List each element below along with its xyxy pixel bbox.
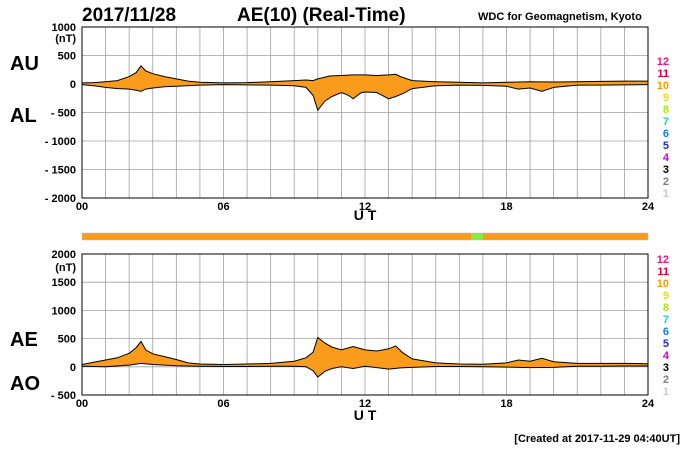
- x-tick-label: 12: [359, 398, 371, 410]
- y-tick-label: 1500: [52, 277, 76, 289]
- x-tick-label: 18: [500, 201, 512, 213]
- x-tick-label: 00: [76, 201, 88, 213]
- y-tick-label: 2000: [52, 249, 76, 261]
- ae-ao-grid: [81, 253, 649, 396]
- station-status-bar: [81, 232, 649, 241]
- chart-title: AE(10) (Real-Time): [237, 5, 406, 26]
- y-tick-label: 0: [70, 79, 76, 91]
- lower-series-line: [81, 84, 649, 112]
- ae-ao-unit-label: (nT): [55, 262, 76, 274]
- station-label: 7: [663, 116, 669, 128]
- station-label: 8: [663, 302, 669, 314]
- lower-series-line: [81, 362, 648, 378]
- ae-ao-frame: [81, 253, 649, 396]
- station-label: 10: [657, 80, 669, 92]
- y-tick-label: 500: [58, 334, 76, 346]
- upper-series-line: [81, 336, 649, 366]
- x-tick-label: 12: [359, 201, 371, 213]
- ao-label: AO: [10, 373, 40, 395]
- ae-ao-y-ticks: 2000 1500 1000 500 0 - 500: [51, 249, 76, 402]
- au-al-grid: [81, 26, 649, 199]
- au-label: AU: [10, 53, 39, 75]
- station-label: 6: [663, 128, 669, 140]
- au-al-y-ticks: 1000 500 0 - 500 - 1000 - 1500 - 2000: [45, 22, 76, 205]
- station-label: 9: [663, 290, 669, 302]
- chart-date: 2017/11/28: [82, 5, 176, 26]
- station-label: 2: [663, 374, 669, 386]
- y-tick-label: 0: [70, 362, 76, 374]
- y-tick-label: - 2000: [45, 193, 76, 205]
- au-al-frame: [81, 26, 649, 199]
- station-label: 3: [663, 164, 669, 176]
- y-tick-label: - 1500: [45, 165, 76, 177]
- y-tick-label: 1000: [52, 22, 76, 34]
- station-label: 8: [663, 104, 669, 116]
- au-al-unit-label: (nT): [55, 33, 76, 45]
- station-label: 5: [663, 338, 669, 350]
- status-bar-main: [81, 232, 649, 241]
- station-label: 1: [663, 188, 669, 200]
- au-al-x-label: U T: [354, 207, 377, 223]
- created-timestamp: [Created at 2017-11-29 04:40UT]: [514, 433, 680, 445]
- x-tick-label: 24: [642, 398, 655, 410]
- x-tick-label: 24: [642, 201, 655, 213]
- y-tick-label: 1000: [52, 305, 76, 317]
- station-label: 4: [663, 152, 670, 164]
- station-label: 11: [657, 266, 669, 278]
- au-al-area: [81, 65, 649, 112]
- x-tick-label: 06: [217, 201, 229, 213]
- station-label: 6: [663, 326, 669, 338]
- upper-series-line: [81, 65, 648, 84]
- station-label: 1: [663, 386, 669, 398]
- station-label: 3: [663, 362, 669, 374]
- x-tick-label: 00: [76, 398, 88, 410]
- ae-ao-area: [81, 336, 649, 378]
- station-label: 9: [663, 92, 669, 104]
- y-tick-label: - 500: [51, 390, 76, 402]
- status-bar-highlight: [471, 233, 483, 240]
- ae-ao-x-ticks: 00 06 12 18 24: [76, 398, 655, 410]
- station-label: 2: [663, 176, 669, 188]
- station-label: 5: [663, 140, 669, 152]
- y-tick-label: - 500: [51, 108, 76, 120]
- y-tick-label: - 1000: [45, 136, 76, 148]
- y-tick-label: 500: [58, 51, 76, 63]
- station-label: 12: [657, 254, 669, 266]
- x-tick-label: 18: [500, 398, 512, 410]
- station-label: 11: [657, 68, 669, 80]
- ae-label: AE: [10, 329, 38, 351]
- station-label: 10: [657, 278, 669, 290]
- station-label: 4: [663, 350, 670, 362]
- chart-credit: WDC for Geomagnetism, Kyoto: [478, 11, 642, 23]
- au-al-x-ticks: 00 06 12 18 24: [76, 201, 655, 213]
- al-label: AL: [10, 105, 37, 127]
- envelope-fill: [82, 65, 648, 111]
- x-tick-label: 06: [217, 398, 229, 410]
- station-label: 7: [663, 314, 669, 326]
- envelope-fill: [82, 337, 648, 377]
- station-label: 12: [657, 56, 669, 68]
- ae-ao-x-label: U T: [354, 407, 377, 423]
